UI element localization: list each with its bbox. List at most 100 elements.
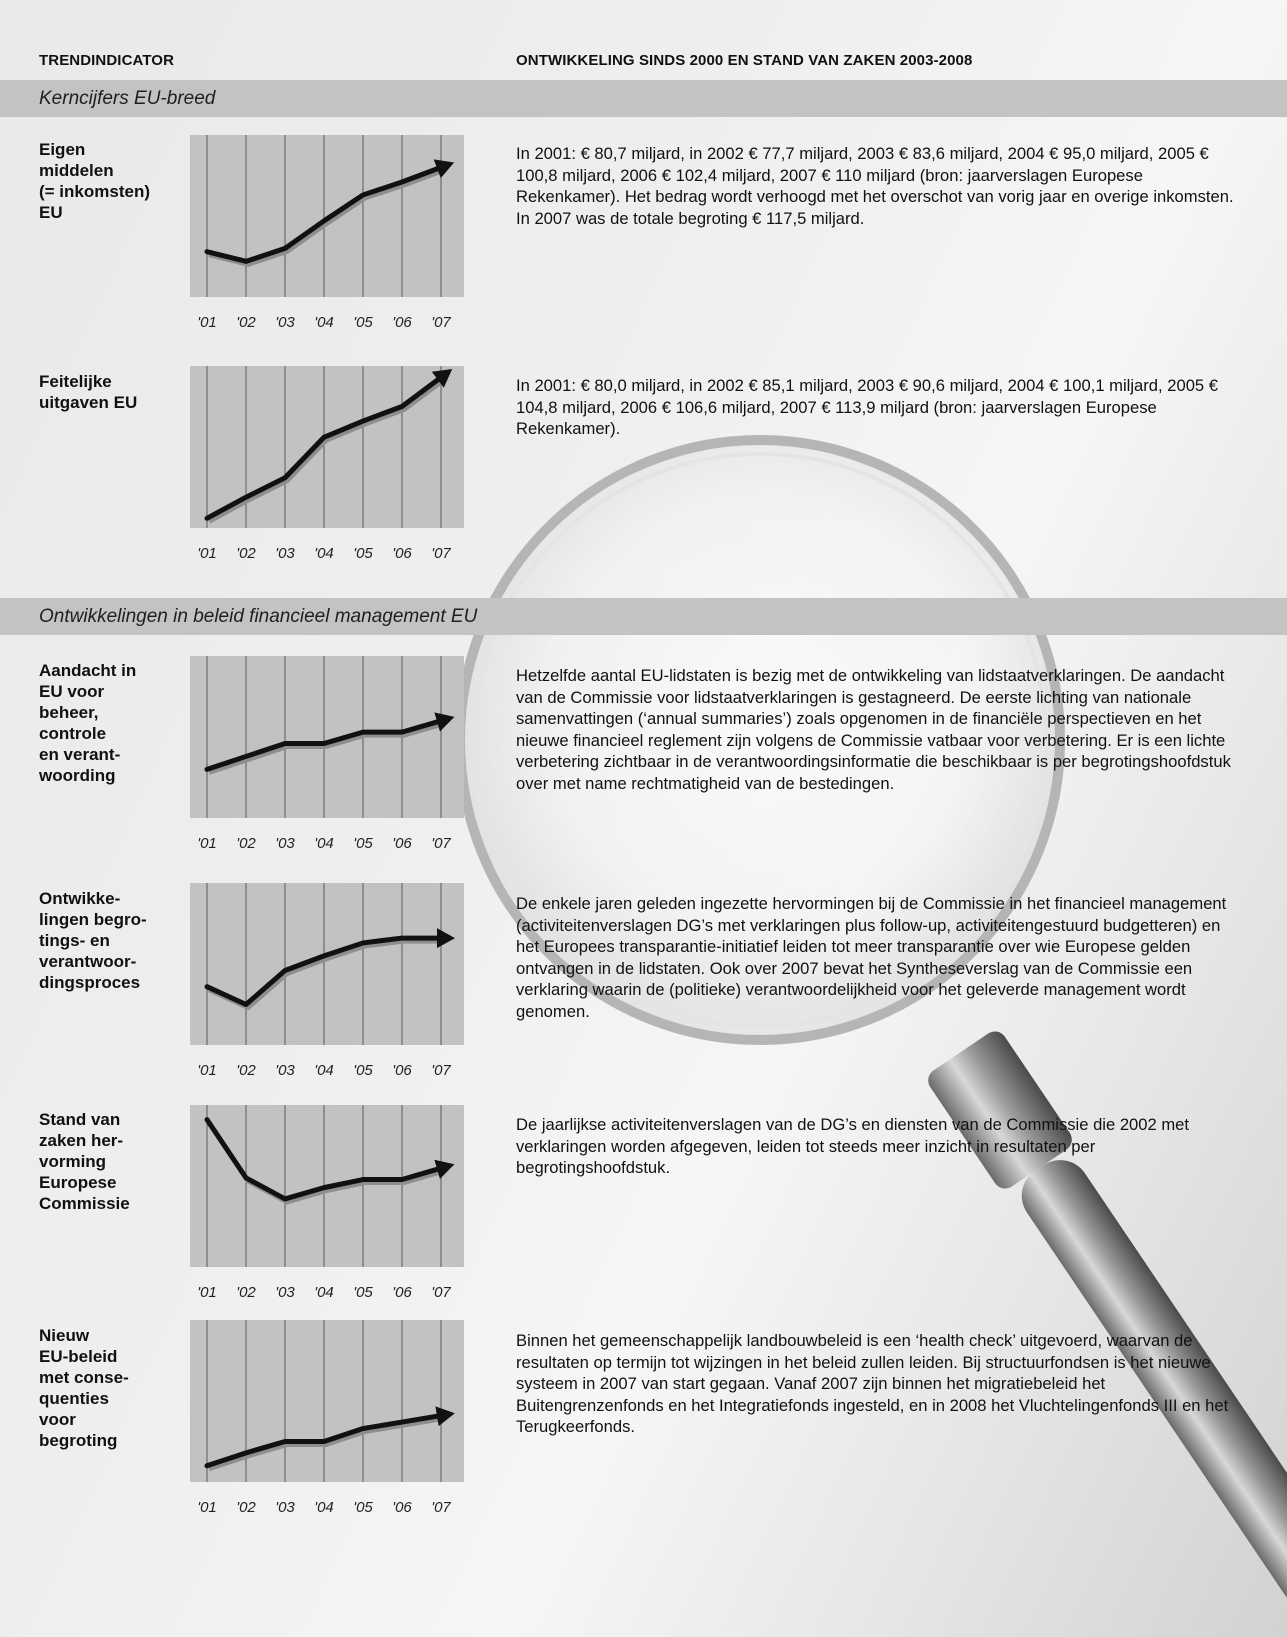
description-aandacht-eu: Hetzelfde aantal EU-lidstaten is bezig m… <box>516 666 1231 793</box>
trend-line-shadow <box>207 938 446 1010</box>
description-begrotingsproces: De enkele jaren geleden ingezette hervor… <box>516 894 1227 1021</box>
trend-line-shadow <box>207 377 446 524</box>
x-tick-label: '06 <box>392 545 412 562</box>
x-tick-label: '02 <box>236 545 256 562</box>
label-line: Ontwikke- <box>39 889 121 908</box>
label-line: EU <box>39 203 63 222</box>
trend-line <box>204 718 444 772</box>
trend-line <box>204 1413 444 1469</box>
trend-line <box>204 374 444 521</box>
x-tick-label: '03 <box>275 545 295 562</box>
trend-line <box>204 164 444 264</box>
plot-area <box>190 883 464 1045</box>
x-tick-label: '05 <box>353 545 373 562</box>
label-line: Aandacht in <box>39 661 137 680</box>
x-tick-label: '05 <box>353 314 373 331</box>
x-tick-label: '07 <box>431 1499 451 1516</box>
x-tick-label: '02 <box>236 1284 256 1301</box>
label-line: EU voor <box>39 682 105 701</box>
x-tick-label: '03 <box>275 1284 295 1301</box>
x-tick-label: '07 <box>431 835 451 852</box>
x-tick-label: '02 <box>236 314 256 331</box>
indicator-label-begrotingsproces: Ontwikke- lingen begro- tings- en verant… <box>39 888 179 993</box>
description-hervorming-commissie: De jaarlijkse activiteitenverslagen van … <box>516 1115 1190 1177</box>
label-line: Stand van <box>39 1110 121 1129</box>
x-tick-label: '04 <box>314 835 334 852</box>
x-tick-label: '01 <box>197 1062 217 1079</box>
label-line: met conse- <box>39 1368 129 1387</box>
label-line: (= inkomsten) <box>39 182 150 201</box>
label-line: tings- en <box>39 931 110 950</box>
trend-arrowhead <box>431 368 453 388</box>
trend-line <box>204 935 444 1007</box>
x-tick-label: '04 <box>314 314 334 331</box>
x-tick-label: '06 <box>392 1499 412 1516</box>
x-tick-label: '01 <box>197 1499 217 1516</box>
section-title: Ontwikkelingen in beleid financieel mana… <box>39 606 478 627</box>
x-tick-label: '07 <box>431 1062 451 1079</box>
label-line: Commissie <box>39 1194 130 1213</box>
label-line: en verant- <box>39 745 121 764</box>
label-line: Nieuw <box>39 1326 90 1345</box>
label-line: beheer, <box>39 703 99 722</box>
x-tick-label: '03 <box>275 835 295 852</box>
x-tick-label: '02 <box>236 1499 256 1516</box>
trend-chart-begrotingsproces: '01 '02 '03 '04 '05 '06 '07 <box>190 883 464 1079</box>
x-tick-label: '07 <box>431 314 451 331</box>
plot-area <box>190 656 464 818</box>
indicator-label-eigen-middelen: Eigen middelen (= inkomsten) EU <box>39 139 179 223</box>
trend-chart-feitelijke-uitgaven: '01 '02 '03 '04 '05 '06 '07 <box>190 366 464 562</box>
x-tick-label: '04 <box>314 1284 334 1301</box>
label-line: quenties <box>39 1389 109 1408</box>
label-line: zaken her- <box>39 1131 124 1150</box>
column-header-ontwikkeling: ONTWIKKELING SINDS 2000 EN STAND VAN ZAK… <box>516 52 973 69</box>
label-line: woording <box>39 766 116 785</box>
x-tick-label: '05 <box>353 1062 373 1079</box>
indicator-label-aandacht-eu: Aandacht in EU voor beheer, controle en … <box>39 660 179 786</box>
label-line: vorming <box>39 1152 107 1171</box>
column-header-trendindicator: TRENDINDICATOR <box>39 52 175 69</box>
section-band-kerncijfers: Kerncijfers EU-breed <box>0 80 1287 117</box>
trend-chart-eigen-middelen: '01 '02 '03 '04 '05 '06 '07 <box>190 135 464 331</box>
x-tick-label: '04 <box>314 1062 334 1079</box>
x-tick-label: '06 <box>392 1062 412 1079</box>
indicator-label-hervorming-commissie: Stand van zaken her- vorming Europese Co… <box>39 1109 179 1214</box>
trend-arrowhead <box>433 159 455 179</box>
trend-arrowhead <box>437 928 455 949</box>
label-line: verantwoor- <box>39 952 137 971</box>
label-line: Europese <box>39 1173 117 1192</box>
trend-chart-hervorming-commissie: '01 '02 '03 '04 '05 '06 '07 <box>190 1105 464 1301</box>
description-eigen-middelen: In 2001: € 80,7 miljard, in 2002 € 77,7 … <box>516 144 1234 228</box>
x-tick-label: '03 <box>275 1499 295 1516</box>
label-line: Feitelijke <box>39 372 112 391</box>
x-tick-label: '04 <box>314 1499 334 1516</box>
x-tick-label: '06 <box>392 314 412 331</box>
x-tick-label: '02 <box>236 1062 256 1079</box>
label-line: lingen begro- <box>39 910 147 929</box>
label-line: voor <box>39 1410 76 1429</box>
x-tick-label: '01 <box>197 1284 217 1301</box>
indicator-label-feitelijke-uitgaven: Feitelijke uitgaven EU <box>39 371 179 413</box>
section-band-beleid: Ontwikkelingen in beleid financieel mana… <box>0 598 1287 635</box>
label-line: begroting <box>39 1431 118 1450</box>
indicator-label-nieuw-eu-beleid: Nieuw EU-beleid met conse- quenties voor… <box>39 1325 179 1451</box>
trend-arrowhead <box>435 1406 455 1427</box>
trend-line <box>204 1117 444 1202</box>
x-tick-label: '05 <box>353 835 373 852</box>
label-line: Eigen <box>39 140 86 159</box>
label-line: middelen <box>39 161 114 180</box>
x-tick-label: '01 <box>197 835 217 852</box>
trend-line-shadow <box>208 167 446 267</box>
x-tick-label: '04 <box>314 545 334 562</box>
label-line: EU-beleid <box>39 1347 118 1366</box>
trend-line-shadow <box>208 1416 446 1472</box>
description-feitelijke-uitgaven: In 2001: € 80,0 miljard, in 2002 € 85,1 … <box>516 376 1218 438</box>
x-tick-label: '03 <box>275 314 295 331</box>
x-tick-label: '02 <box>236 835 256 852</box>
label-line: uitgaven EU <box>39 393 138 412</box>
x-tick-label: '05 <box>353 1284 373 1301</box>
label-line: controle <box>39 724 107 743</box>
x-tick-label: '01 <box>197 314 217 331</box>
section-title: Kerncijfers EU-breed <box>39 88 216 109</box>
